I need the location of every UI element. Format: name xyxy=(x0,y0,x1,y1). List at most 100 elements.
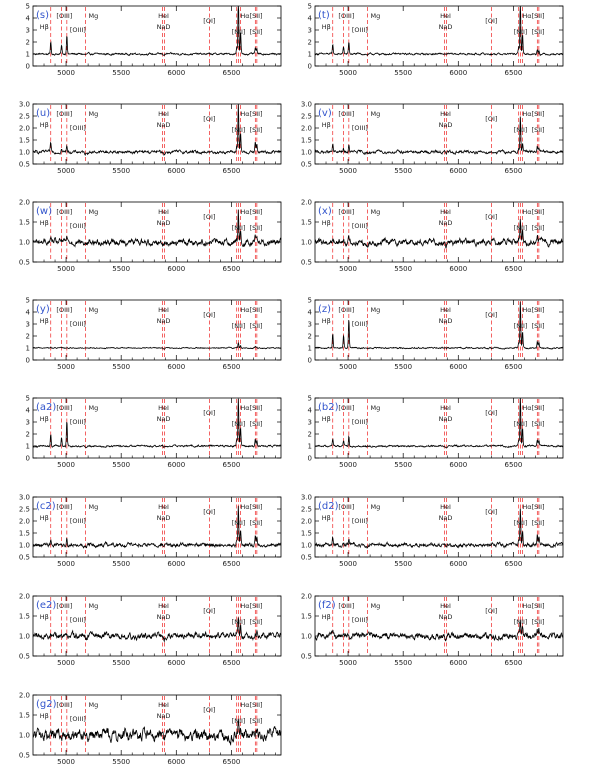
line-label: [SII] xyxy=(532,12,545,20)
panel-label: (u) xyxy=(36,108,50,119)
y-tick-label: 0 xyxy=(308,63,312,71)
line-label: Hα xyxy=(240,306,249,314)
line-label: Mg xyxy=(88,701,98,709)
spectrum-panel: Hβ[OIII][OIII]Mg HeINaD[OI]Hα[NII][SII][S… xyxy=(26,3,282,77)
line-label: [OIII] xyxy=(338,306,354,314)
x-tick-label: 6000 xyxy=(167,363,185,371)
y-tick-label: 4 xyxy=(26,15,31,23)
y-tick-label: 2.5 xyxy=(301,506,312,514)
x-tick-label: 6000 xyxy=(167,758,185,766)
y-tick-label: 3.0 xyxy=(19,101,30,109)
y-tick-label: 2.0 xyxy=(19,692,30,700)
y-tick-label: 3 xyxy=(308,419,312,427)
y-tick-label: 2.0 xyxy=(19,199,30,207)
panel-frame xyxy=(314,5,564,67)
panel-label: (c2) xyxy=(36,501,56,512)
x-tick-label: 5500 xyxy=(112,265,130,273)
line-label: HeI xyxy=(158,110,169,118)
line-label: [OIII] xyxy=(70,320,86,328)
y-tick-label: 1.5 xyxy=(301,530,312,538)
y-tick-label: 3 xyxy=(26,27,30,35)
line-label: HeI xyxy=(440,306,451,314)
line-label: [OI] xyxy=(485,213,497,221)
line-label: [SII] xyxy=(532,126,545,134)
y-tick-label: 0.5 xyxy=(19,161,30,169)
x-tick-label: 5000 xyxy=(57,758,75,766)
y-tick-label: 3 xyxy=(26,419,30,427)
panel-label: (y) xyxy=(36,304,50,315)
line-label: [SII] xyxy=(250,322,263,330)
spectrum-line xyxy=(315,397,564,449)
panel-frame xyxy=(314,201,564,263)
y-tick-label: 5 xyxy=(308,3,312,11)
line-label: [OIII] xyxy=(56,12,72,20)
spectrum-panel: Hβ[OIII][OIII]Mg HeINaD[OI]Hα[NII][SII][S… xyxy=(308,3,564,77)
x-tick-label: 6000 xyxy=(449,363,467,371)
line-label: Hβ xyxy=(40,712,49,720)
y-tick-label: 0.5 xyxy=(19,259,30,267)
y-tick-label: 2 xyxy=(26,431,30,439)
line-label: [OIII] xyxy=(338,110,354,118)
x-tick-label: 6500 xyxy=(504,69,522,77)
x-tick-label: 6500 xyxy=(222,758,240,766)
line-label: [OIII] xyxy=(70,616,86,624)
panel-label: (w) xyxy=(36,206,52,217)
line-label: NaD xyxy=(439,613,453,621)
line-label: [SII] xyxy=(250,519,263,527)
spectrum-panel: Hβ[OIII][OIII]Mg HeINaD[OI]Hα[NII][SII][S… xyxy=(19,101,282,175)
line-label: [OIII] xyxy=(352,616,368,624)
line-label: [SII] xyxy=(250,602,263,610)
panel-label: (b2) xyxy=(318,402,339,413)
line-label: HeI xyxy=(158,602,169,610)
line-label: Mg xyxy=(370,404,380,412)
x-tick-label: 6500 xyxy=(222,167,240,175)
spectrum-line xyxy=(314,219,564,249)
line-label: [SII] xyxy=(532,618,545,626)
line-label: [SII] xyxy=(250,420,263,428)
y-tick-label: 2 xyxy=(26,333,30,341)
x-tick-label: 5500 xyxy=(112,560,130,568)
line-label: [OIII] xyxy=(70,715,86,723)
y-tick-label: 0 xyxy=(308,455,312,463)
line-label: Mg xyxy=(370,503,380,511)
line-label: NaD xyxy=(157,514,171,522)
line-label: [OIII] xyxy=(56,306,72,314)
x-tick-label: 5000 xyxy=(57,560,75,568)
line-label: [OI] xyxy=(203,17,215,25)
x-tick-label: 6500 xyxy=(222,659,240,667)
line-label: Mg xyxy=(370,208,380,216)
line-label: Hβ xyxy=(322,23,331,31)
y-tick-label: 4 xyxy=(308,309,313,317)
y-tick-label: 2.0 xyxy=(301,125,312,133)
y-tick-label: 0.5 xyxy=(301,554,312,562)
spectrum-panel: Hβ[OIII][OIII]Mg HeINaD[OI]Hα[NII][SII][S… xyxy=(301,593,564,667)
line-label: [OI] xyxy=(203,115,215,123)
y-tick-label: 2 xyxy=(308,333,312,341)
line-label: [OIII] xyxy=(352,517,368,525)
x-tick-label: 6000 xyxy=(167,167,185,175)
y-tick-label: 3.0 xyxy=(301,101,312,109)
spectrum-line xyxy=(314,508,564,549)
line-label: Hα xyxy=(240,12,249,20)
line-label: NaD xyxy=(157,219,171,227)
line-label: [SII] xyxy=(250,126,263,134)
spectrum-line xyxy=(32,719,282,746)
line-label: Mg xyxy=(88,602,98,610)
line-label: NaD xyxy=(157,121,171,129)
panel-label: (g2) xyxy=(36,699,57,710)
y-tick-label: 2.0 xyxy=(301,199,312,207)
y-tick-label: 1 xyxy=(308,51,312,59)
line-label: [OIII] xyxy=(70,26,86,34)
spectrum-panel: Hβ[OIII][OIII]Mg HeINaD[OI]Hα[NII][SII][S… xyxy=(301,199,564,273)
y-tick-label: 0.5 xyxy=(301,161,312,169)
line-label: [SII] xyxy=(532,208,545,216)
line-label: [OIII] xyxy=(352,320,368,328)
y-tick-label: 2.5 xyxy=(19,113,30,121)
y-tick-label: 0.5 xyxy=(301,653,312,661)
panel-frame xyxy=(32,595,282,657)
x-tick-label: 6000 xyxy=(449,659,467,667)
line-label: [SII] xyxy=(250,618,263,626)
x-tick-label: 6500 xyxy=(504,560,522,568)
line-label: HeI xyxy=(158,503,169,511)
line-label: NaD xyxy=(439,317,453,325)
